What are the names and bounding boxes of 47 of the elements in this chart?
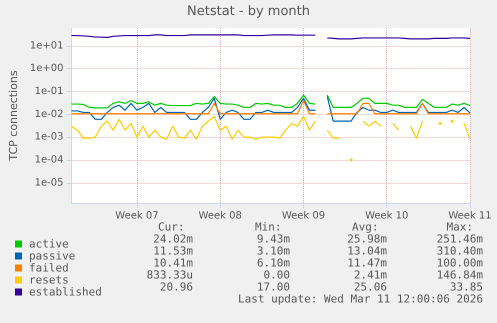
text: 100.00m bbox=[436, 256, 484, 270]
text: 25.06 bbox=[354, 280, 387, 294]
y-tick-label: 1e-05 bbox=[34, 177, 64, 188]
chart-title: Netstat - by month bbox=[187, 4, 310, 19]
y-tick-label: 1e-03 bbox=[34, 132, 64, 143]
text: 33.85 bbox=[450, 280, 483, 294]
text: 11.53m bbox=[153, 244, 194, 258]
point bbox=[350, 158, 353, 162]
text: 10.41m bbox=[153, 256, 194, 270]
x-tick-label: Week 08 bbox=[198, 210, 242, 222]
text: 310.40m bbox=[436, 244, 484, 258]
text: 2.41m bbox=[354, 268, 388, 282]
text: Cur: bbox=[158, 220, 184, 234]
legend-label: passive bbox=[29, 250, 76, 262]
y-tick-label: 1e-02 bbox=[34, 108, 64, 120]
text: 146.84m bbox=[436, 268, 484, 282]
legend-label: established bbox=[29, 286, 102, 298]
text: 251.46m bbox=[436, 232, 484, 246]
text: 3.10m bbox=[256, 244, 290, 258]
y-tick-label: 1e-04 bbox=[34, 154, 64, 166]
text: 24.02m bbox=[153, 232, 194, 246]
text: 17.00 bbox=[256, 280, 290, 294]
x-tick-label: Week 10 bbox=[365, 210, 408, 222]
text: 25.98m bbox=[347, 232, 388, 246]
text: Avg: bbox=[352, 220, 378, 234]
y-tick-label: 1e+00 bbox=[30, 63, 64, 74]
text: 6.10m bbox=[256, 256, 290, 270]
legend-label: active bbox=[29, 238, 69, 250]
point bbox=[438, 122, 442, 125]
text: 20.96 bbox=[160, 280, 193, 294]
y-tick-label: 1e+01 bbox=[30, 40, 64, 52]
y-axis-title: TCP connections bbox=[7, 70, 20, 162]
point bbox=[450, 120, 454, 123]
text: 0.00 bbox=[264, 268, 290, 282]
text: 13.04m bbox=[347, 244, 388, 258]
x-tick-label: Week 07 bbox=[115, 210, 159, 222]
x-tick-label: Week 09 bbox=[282, 210, 326, 222]
y-tick-label: 1e-01 bbox=[34, 86, 64, 97]
text: 833.33u bbox=[146, 268, 193, 282]
text: 11.47m bbox=[347, 256, 388, 270]
legend-label: failed bbox=[29, 262, 69, 274]
x-tick-label: Week 11 bbox=[448, 210, 492, 222]
text: Min: bbox=[255, 220, 282, 234]
text: Max: bbox=[446, 220, 473, 234]
legend-label: resets bbox=[29, 274, 69, 286]
text: 9.43m bbox=[256, 232, 290, 246]
text: Last update: Wed Mar 11 12:00:06 2026 bbox=[238, 292, 483, 306]
